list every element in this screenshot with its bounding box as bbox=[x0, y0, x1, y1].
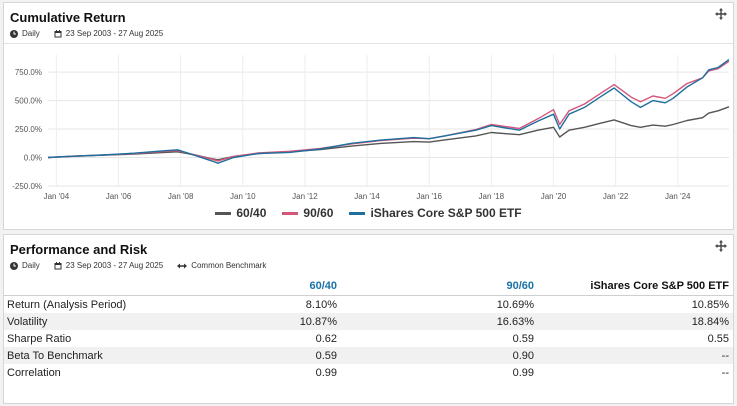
move-icon[interactable] bbox=[715, 8, 727, 20]
y-tick-label: -250.0% bbox=[12, 182, 42, 191]
cell-value: 10.87% bbox=[244, 313, 341, 330]
cell-value: 8.10% bbox=[305, 298, 337, 311]
y-tick-label: 500.0% bbox=[15, 97, 42, 106]
legend-swatch-ishares bbox=[349, 211, 366, 215]
chart-meta-row: Daily 23 Sep 2003 - 27 Aug 2025 bbox=[10, 29, 163, 38]
x-tick-label: Jan '16 bbox=[416, 192, 442, 201]
row-label: Volatility bbox=[4, 313, 244, 330]
calendar-icon bbox=[54, 261, 62, 269]
table-header-row: 60/40 90/60 iShares Core S&P 500 ETF bbox=[4, 277, 733, 296]
chart-frequency: Daily bbox=[22, 29, 40, 38]
y-tick-label: 0.0% bbox=[24, 154, 42, 163]
cell-value: 0.90 bbox=[341, 347, 538, 364]
perf-frequency: Daily bbox=[22, 261, 40, 270]
x-tick-label: Jan '06 bbox=[106, 192, 132, 201]
arrows-horizontal-icon bbox=[177, 263, 188, 268]
x-tick-label: Jan '08 bbox=[168, 192, 194, 201]
row-label: Beta To Benchmark bbox=[4, 347, 244, 364]
perf-date-range: 23 Sep 2003 - 27 Aug 2025 bbox=[65, 261, 164, 270]
cell-value: 0.99 bbox=[315, 366, 337, 379]
cell-value: 0.59 bbox=[244, 347, 341, 364]
x-tick-label: Jan '04 bbox=[44, 192, 70, 201]
cell-value: 10.69% bbox=[496, 298, 534, 311]
cell-value: 10.85% bbox=[691, 298, 729, 311]
legend-item-90-60[interactable]: 90/60 bbox=[282, 206, 333, 220]
cell-value: 18.84% bbox=[538, 313, 733, 330]
cell-value: 0.62 bbox=[315, 332, 337, 345]
table-row-volatility: Volatility 10.87% 16.63% 18.84% bbox=[4, 313, 733, 330]
legend-item-ishares[interactable]: iShares Core S&P 500 ETF bbox=[349, 206, 522, 220]
chart-panel-title: Cumulative Return bbox=[10, 10, 126, 25]
legend-swatch-90-60 bbox=[282, 211, 299, 215]
calendar-icon bbox=[54, 29, 62, 37]
column-header-90-60[interactable]: 90/60 bbox=[341, 277, 538, 296]
table-row-correlation: Correlation 0.99 0.99 -- bbox=[4, 364, 733, 381]
y-tick-label: 250.0% bbox=[15, 125, 42, 134]
legend-item-60-40[interactable]: 60/40 bbox=[215, 206, 266, 220]
performance-risk-panel: Performance and Risk Daily 23 Sep 2003 -… bbox=[3, 234, 734, 404]
cumulative-return-chart[interactable]: -250.0% 0.0% 250.0% 500.0% 750.0% Jan '04 Jan… bbox=[4, 3, 733, 229]
cell-value: -- bbox=[721, 366, 729, 379]
cell-value: 0.99 bbox=[512, 366, 534, 379]
clock-icon bbox=[10, 261, 18, 270]
cell-value: -- bbox=[538, 347, 733, 364]
perf-panel-title: Performance and Risk bbox=[10, 242, 148, 257]
x-tick-label: Jan '18 bbox=[479, 192, 505, 201]
legend-label-60-40: 60/40 bbox=[236, 206, 267, 220]
row-label: Sharpe Ratio bbox=[7, 332, 72, 345]
table-row-sharpe: Sharpe Ratio 0.62 0.59 0.55 bbox=[4, 330, 733, 347]
table-row-return: Return (Analysis Period) 8.10% 10.69% 10… bbox=[4, 296, 733, 314]
column-header-ishares: iShares Core S&P 500 ETF bbox=[538, 277, 733, 296]
chart-date-range: 23 Sep 2003 - 27 Aug 2025 bbox=[65, 29, 164, 38]
column-header-60-40[interactable]: 60/40 bbox=[244, 277, 341, 296]
perf-benchmark: Common Benchmark bbox=[191, 261, 267, 270]
performance-table: 60/40 90/60 iShares Core S&P 500 ETF Ret… bbox=[4, 277, 733, 381]
legend-label-90-60: 90/60 bbox=[303, 206, 334, 220]
series-line-ishares[interactable] bbox=[47, 59, 730, 164]
x-tick-label: Jan '24 bbox=[665, 192, 691, 201]
legend-label-ishares: iShares Core S&P 500 ETF bbox=[370, 206, 522, 220]
x-tick-label: Jan '20 bbox=[541, 192, 567, 201]
x-tick-label: Jan '10 bbox=[230, 192, 256, 201]
cell-value: 0.59 bbox=[512, 332, 534, 345]
y-tick-label: 750.0% bbox=[15, 68, 42, 77]
series-line-90-60[interactable] bbox=[47, 60, 730, 162]
row-label: Return (Analysis Period) bbox=[7, 298, 127, 311]
move-icon[interactable] bbox=[715, 240, 727, 252]
cell-value: 0.55 bbox=[707, 332, 729, 345]
row-label: Correlation bbox=[7, 366, 61, 379]
perf-meta-row: Daily 23 Sep 2003 - 27 Aug 2025 Common B… bbox=[10, 261, 266, 270]
cumulative-return-panel: Cumulative Return Daily 23 Sep 2003 - 27… bbox=[3, 2, 734, 230]
table-header-blank bbox=[4, 277, 244, 296]
x-tick-label: Jan '14 bbox=[354, 192, 380, 201]
clock-icon bbox=[10, 29, 18, 38]
cell-value: 16.63% bbox=[341, 313, 538, 330]
x-tick-label: Jan '12 bbox=[292, 192, 318, 201]
x-tick-label: Jan '22 bbox=[603, 192, 629, 201]
chart-legend: 60/40 90/60 iShares Core S&P 500 ETF bbox=[4, 206, 733, 220]
table-row-beta: Beta To Benchmark 0.59 0.90 -- bbox=[4, 347, 733, 364]
legend-swatch-60-40 bbox=[215, 211, 232, 215]
